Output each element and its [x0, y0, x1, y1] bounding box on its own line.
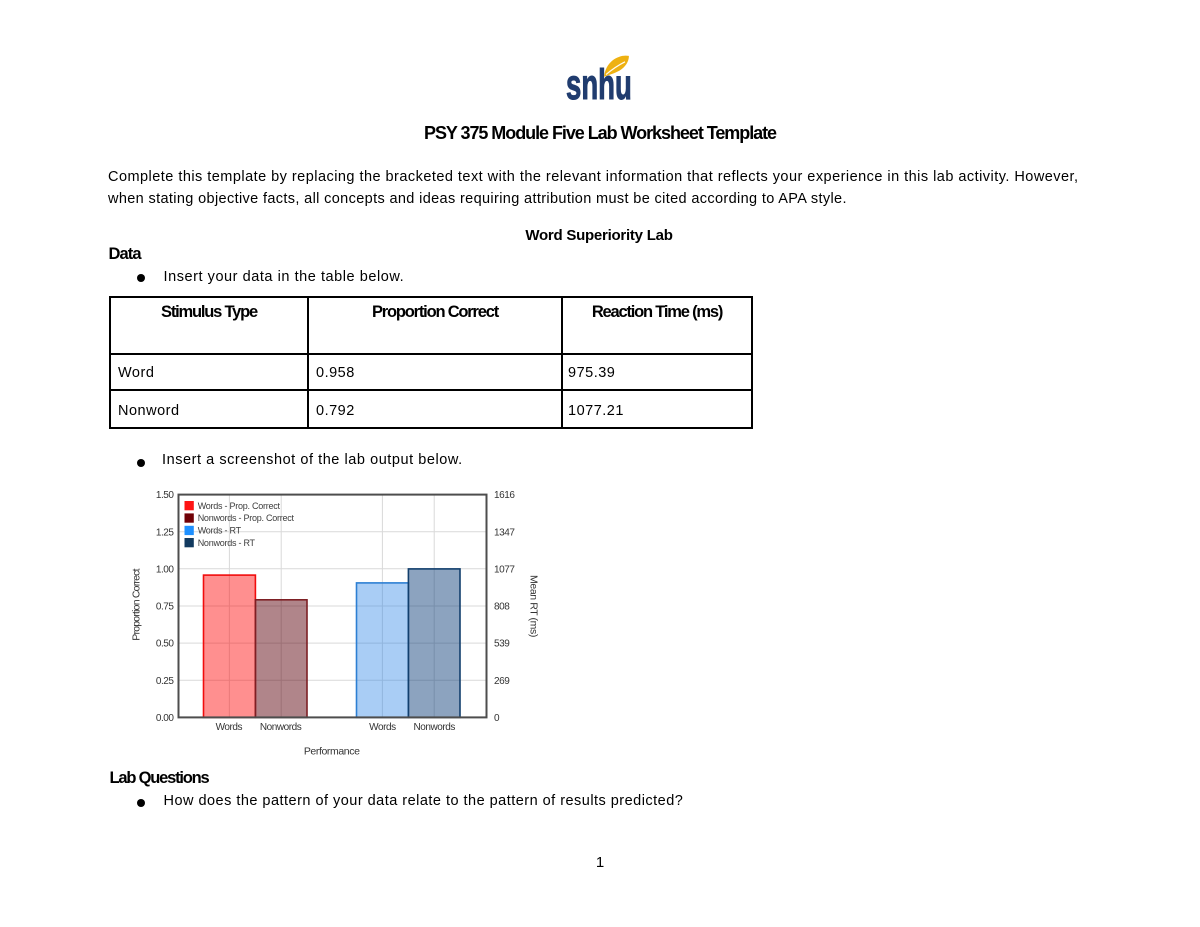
svg-text:Words - Prop. Correct: Words - Prop. Correct: [198, 501, 281, 511]
svg-text:Words: Words: [369, 722, 396, 733]
svg-text:1.50: 1.50: [156, 490, 175, 501]
svg-text:1347: 1347: [494, 527, 515, 538]
svg-text:0.00: 0.00: [156, 713, 175, 724]
svg-text:1.25: 1.25: [156, 527, 175, 538]
svg-text:0: 0: [494, 713, 500, 724]
svg-text:0.25: 0.25: [156, 676, 175, 687]
svg-text:269: 269: [494, 676, 510, 687]
svg-text:0.50: 0.50: [156, 639, 175, 650]
svg-text:Nonwords: Nonwords: [260, 722, 302, 733]
svg-text:Nonwords: Nonwords: [413, 722, 455, 733]
svg-text:Performance: Performance: [304, 745, 360, 757]
svg-text:Proportion Correct: Proportion Correct: [131, 568, 143, 640]
svg-text:Words - RT: Words - RT: [198, 526, 242, 536]
svg-text:Nonwords - RT: Nonwords - RT: [198, 538, 256, 548]
svg-text:Mean RT (ms): Mean RT (ms): [528, 575, 540, 637]
svg-text:539: 539: [494, 639, 510, 650]
svg-text:1.00: 1.00: [156, 564, 175, 575]
svg-text:0.75: 0.75: [156, 602, 175, 613]
svg-text:808: 808: [494, 602, 510, 613]
svg-text:Words: Words: [216, 722, 243, 733]
svg-text:Nonwords - Prop. Correct: Nonwords - Prop. Correct: [198, 513, 295, 523]
svg-text:1616: 1616: [494, 490, 515, 501]
svg-text:1077: 1077: [494, 564, 515, 575]
